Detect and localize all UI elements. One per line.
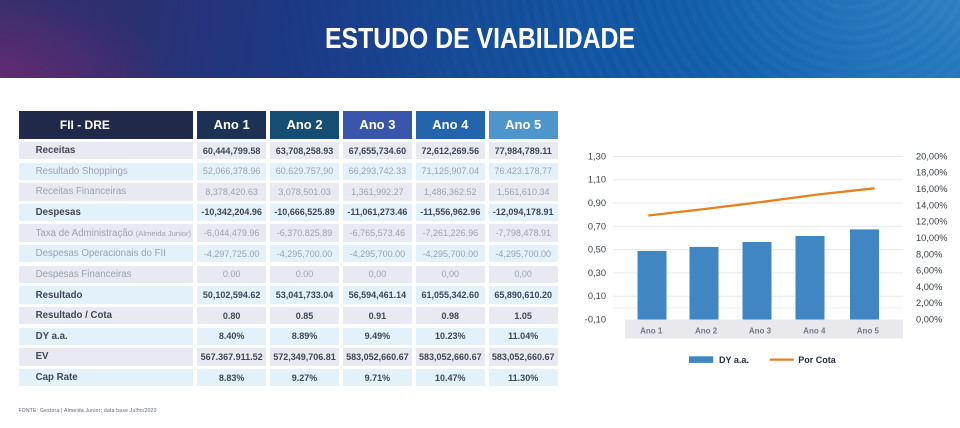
- svg-text:Ano 2: Ano 2: [695, 327, 718, 336]
- svg-text:Por Cota: Por Cota: [798, 355, 836, 365]
- svg-text:Ano 4: Ano 4: [803, 327, 826, 336]
- svg-text:8,00%: 8,00%: [916, 249, 942, 259]
- svg-text:12,00%: 12,00%: [916, 217, 948, 227]
- svg-text:Ano 5: Ano 5: [857, 327, 880, 336]
- svg-text:10,00%: 10,00%: [916, 233, 948, 243]
- svg-text:2,00%: 2,00%: [916, 298, 942, 308]
- svg-text:20,00%: 20,00%: [916, 151, 948, 161]
- svg-text:1,30: 1,30: [588, 151, 606, 161]
- svg-text:6,00%: 6,00%: [916, 266, 942, 276]
- svg-text:16,00%: 16,00%: [916, 184, 948, 194]
- svg-text:1,10: 1,10: [588, 175, 606, 185]
- svg-text:-0,10: -0,10: [585, 315, 606, 325]
- svg-text:0,70: 0,70: [588, 221, 606, 231]
- svg-text:Ano 3: Ano 3: [749, 327, 772, 336]
- svg-text:0,00%: 0,00%: [916, 315, 942, 325]
- svg-text:0,50: 0,50: [588, 245, 606, 255]
- svg-text:Ano 1: Ano 1: [640, 327, 663, 336]
- svg-text:0,90: 0,90: [588, 198, 606, 208]
- svg-text:14,00%: 14,00%: [916, 200, 948, 210]
- svg-text:0,30: 0,30: [588, 268, 606, 278]
- svg-text:4,00%: 4,00%: [916, 282, 942, 292]
- svg-text:18,00%: 18,00%: [916, 168, 948, 178]
- svg-text:0,10: 0,10: [588, 291, 606, 301]
- svg-text:DY a.a.: DY a.a.: [719, 355, 749, 365]
